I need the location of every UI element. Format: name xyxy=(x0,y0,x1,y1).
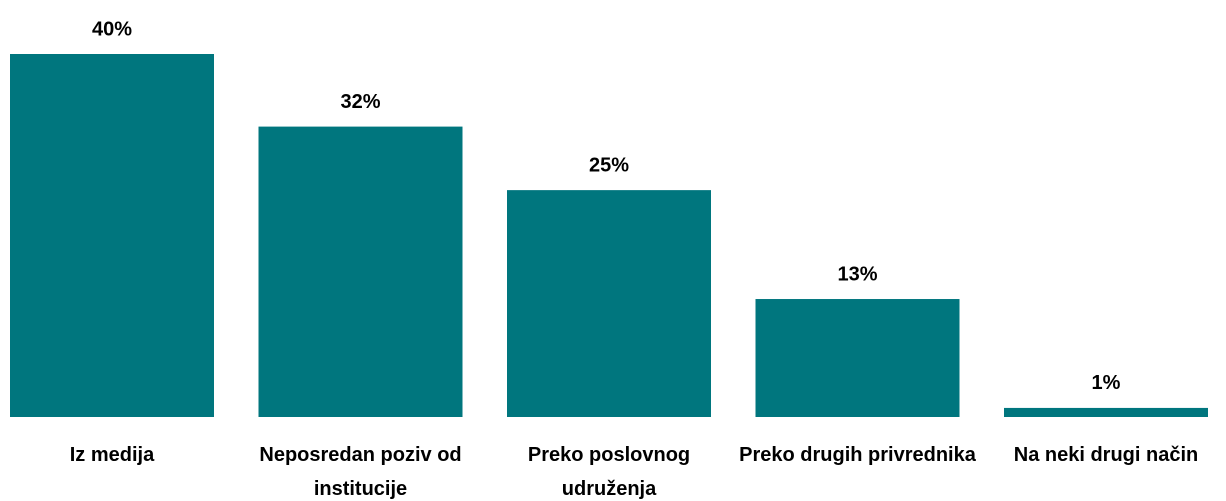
bar xyxy=(258,126,463,417)
bar xyxy=(755,299,960,417)
value-label: 13% xyxy=(837,263,877,285)
value-label: 25% xyxy=(589,154,629,176)
value-label: 1% xyxy=(1092,372,1121,394)
x-tick-label: Preko drugih privrednika xyxy=(739,444,976,466)
x-tick-label: Na neki drugi način xyxy=(1013,444,1199,466)
bar xyxy=(1004,407,1208,417)
bar xyxy=(10,54,214,417)
bar xyxy=(507,190,711,417)
x-tick-label: Iz medija xyxy=(69,444,155,466)
value-label: 32% xyxy=(340,91,380,113)
x-tick-label: Preko poslovnog udruženja xyxy=(527,444,691,500)
x-tick-label: Neposredan poziv od institucije xyxy=(259,444,462,500)
value-label: 40% xyxy=(92,18,132,40)
